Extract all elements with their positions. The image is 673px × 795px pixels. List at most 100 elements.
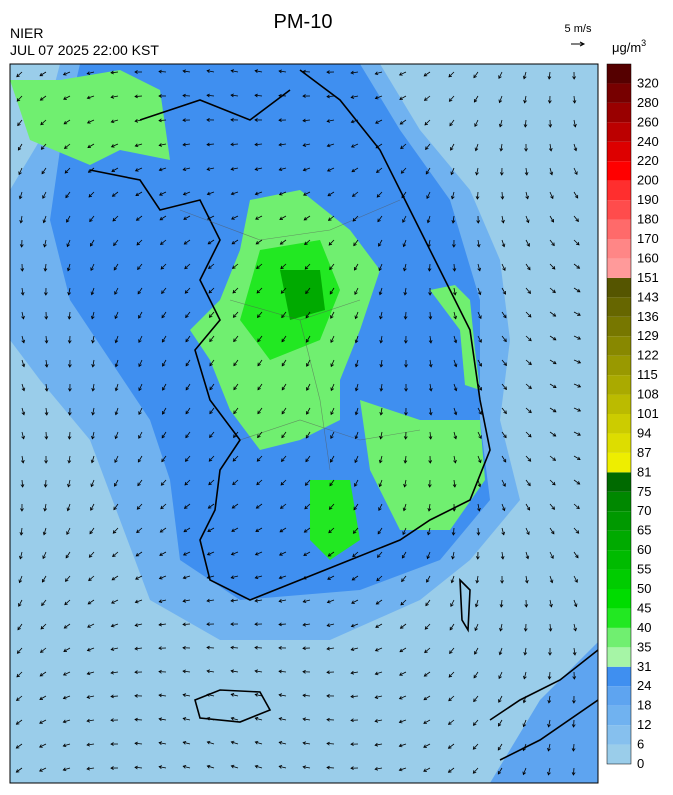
wind-arrowhead bbox=[398, 719, 403, 724]
wind-arrowhead bbox=[403, 340, 408, 344]
wind-arrow bbox=[549, 311, 556, 317]
wind-arrowhead bbox=[16, 673, 20, 678]
wind-arrow bbox=[500, 599, 503, 608]
wind-arrow bbox=[475, 599, 479, 607]
wind-arrowhead bbox=[403, 316, 408, 320]
wind-arrowhead bbox=[114, 459, 118, 464]
wind-arrow bbox=[233, 383, 239, 390]
wind-arrow bbox=[306, 383, 311, 391]
wind-arrow bbox=[255, 765, 263, 769]
wind-arrowhead bbox=[330, 339, 334, 344]
wind-arrow bbox=[256, 455, 263, 462]
wind-arrow bbox=[67, 479, 71, 487]
wind-arrowhead bbox=[87, 601, 92, 605]
wind-arrowhead bbox=[230, 716, 235, 721]
wind-arrow bbox=[88, 167, 95, 173]
wind-arrow bbox=[279, 527, 287, 533]
wind-arrow bbox=[135, 167, 143, 172]
wind-arrowhead bbox=[63, 625, 68, 629]
wind-arrow bbox=[375, 671, 383, 675]
wind-arrowhead bbox=[302, 118, 306, 123]
wind-arrow bbox=[230, 143, 239, 146]
wind-arrow bbox=[329, 287, 335, 295]
wind-arrowhead bbox=[44, 316, 49, 320]
wind-arrowhead bbox=[281, 434, 285, 439]
wind-arrow bbox=[209, 359, 215, 366]
colorbar-segment bbox=[607, 627, 631, 648]
wind-arrowhead bbox=[232, 314, 237, 318]
wind-arrow bbox=[522, 767, 527, 775]
wind-arrow bbox=[548, 695, 551, 703]
wind-arrow bbox=[231, 575, 239, 579]
wind-arrow bbox=[63, 95, 71, 100]
wind-arrow bbox=[68, 431, 71, 440]
wind-arrow bbox=[378, 239, 383, 247]
wind-arrowhead bbox=[522, 747, 526, 752]
wind-arrowhead bbox=[399, 96, 403, 100]
wind-arrowhead bbox=[67, 459, 72, 464]
wind-arrow bbox=[327, 623, 335, 627]
colorbar-segment bbox=[607, 83, 631, 103]
wind-arrowhead bbox=[423, 73, 428, 77]
wind-arrow bbox=[400, 623, 407, 629]
wind-arrowhead bbox=[474, 651, 478, 655]
wind-arrowhead bbox=[86, 718, 91, 723]
wind-arrow bbox=[448, 767, 455, 773]
wind-arrowhead bbox=[329, 482, 333, 487]
wind-arrow bbox=[231, 693, 239, 697]
wind-arrowhead bbox=[452, 484, 457, 488]
wind-arrow bbox=[523, 695, 527, 703]
wind-arrowhead bbox=[230, 191, 235, 196]
wind-arrow bbox=[40, 119, 47, 126]
wind-arrowhead bbox=[183, 241, 188, 245]
wind-arrow bbox=[68, 455, 71, 463]
wind-arrow bbox=[573, 551, 579, 558]
wind-arrowhead bbox=[401, 554, 406, 559]
wind-arrow bbox=[231, 717, 239, 721]
unit-power: 3 bbox=[641, 38, 646, 48]
wind-arrowhead bbox=[62, 719, 67, 724]
wind-arrowhead bbox=[572, 652, 577, 656]
wind-arrow bbox=[159, 694, 167, 697]
wind-arrowhead bbox=[209, 410, 213, 415]
wind-arrow bbox=[63, 743, 71, 747]
wind-arrowhead bbox=[328, 506, 333, 510]
wind-arrowhead bbox=[547, 771, 551, 776]
wind-arrow bbox=[206, 647, 215, 649]
wind-arrowhead bbox=[182, 717, 187, 721]
wind-arrow bbox=[355, 311, 359, 319]
wind-arrow bbox=[185, 455, 191, 462]
wind-arrowhead bbox=[136, 506, 141, 510]
wind-arrow bbox=[115, 407, 119, 415]
wind-arrow bbox=[525, 551, 529, 559]
wind-arrowhead bbox=[278, 622, 282, 627]
wind-arrow bbox=[183, 143, 191, 146]
wind-arrow bbox=[399, 767, 407, 771]
wind-arrowhead bbox=[88, 577, 92, 582]
wind-arrow bbox=[473, 719, 479, 726]
wind-arrowhead bbox=[40, 146, 45, 150]
wind-arrow bbox=[375, 95, 383, 99]
wind-arrow bbox=[161, 431, 167, 439]
wind-arrow bbox=[279, 741, 287, 745]
wind-arrowhead bbox=[159, 216, 164, 221]
wind-arrowhead bbox=[404, 412, 408, 416]
wind-arrow bbox=[327, 119, 335, 122]
wind-arrow bbox=[257, 359, 263, 366]
wind-arrow bbox=[376, 191, 383, 198]
wind-arrow bbox=[404, 479, 407, 487]
wind-arrow bbox=[90, 239, 95, 247]
colorbar-segment bbox=[607, 200, 631, 220]
map-frame bbox=[9, 63, 599, 784]
wind-arrowhead bbox=[256, 458, 261, 462]
wind-arrowhead bbox=[134, 623, 139, 627]
wind-arrowhead bbox=[354, 435, 359, 440]
wind-arrow bbox=[232, 503, 239, 509]
colorbar-label: 87 bbox=[637, 445, 651, 460]
wind-arrow bbox=[474, 119, 479, 127]
wind-arrow bbox=[327, 191, 335, 197]
wind-arrowhead bbox=[451, 220, 456, 224]
wind-arrowhead bbox=[254, 142, 258, 147]
wind-arrowhead bbox=[231, 505, 236, 509]
wind-arrowhead bbox=[20, 459, 25, 464]
